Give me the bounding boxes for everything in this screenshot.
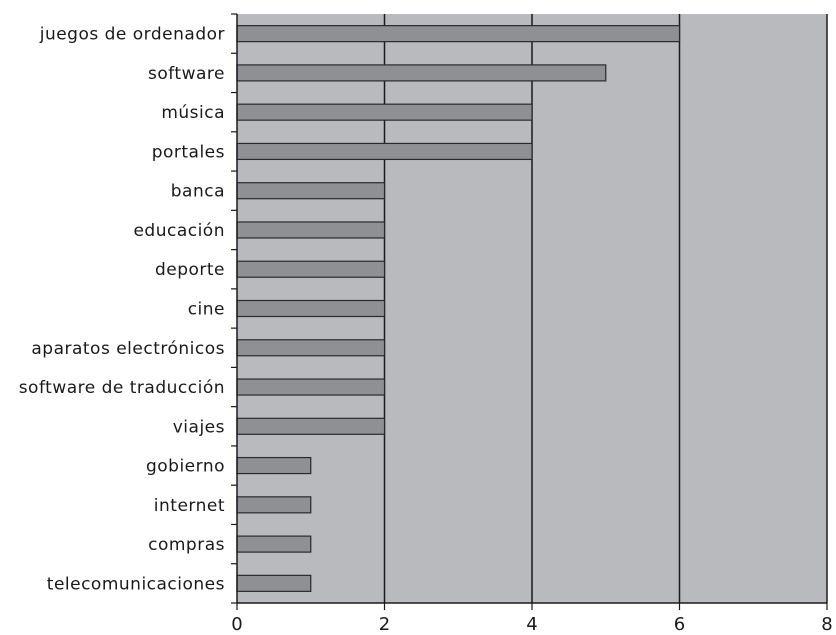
bar-13	[236, 496, 312, 514]
category-label: gobierno	[146, 457, 225, 477]
bar-15	[236, 574, 312, 592]
category-label: aparatos electrónicos	[31, 339, 225, 359]
bar-8	[236, 299, 386, 318]
bar-4	[236, 142, 533, 161]
x-tick-label: 0	[231, 614, 242, 635]
x-tick-label: 2	[379, 614, 390, 635]
bar-11	[236, 417, 386, 435]
bar-12	[236, 456, 312, 475]
category-label: portales	[152, 142, 225, 162]
bar-2	[236, 64, 607, 82]
category-label: internet	[154, 496, 225, 516]
category-label: música	[161, 103, 225, 123]
category-label: telecomunicaciones	[47, 574, 225, 594]
bar-5	[236, 182, 386, 200]
bar-3	[236, 103, 533, 121]
category-label: software de traducción	[19, 378, 225, 398]
x-tick-label: 8	[821, 614, 832, 635]
x-tick-label: 6	[674, 614, 685, 635]
bar-9	[236, 339, 386, 357]
category-label: cine	[188, 300, 225, 320]
category-label: juegos de ordenador	[39, 25, 225, 45]
bar-7	[236, 260, 386, 278]
x-axis-ticks: 0 2 4 6 8	[231, 603, 833, 635]
x-tick-label: 4	[526, 614, 537, 635]
category-label: viajes	[173, 417, 225, 437]
bars	[236, 25, 681, 592]
category-label: banca	[171, 182, 225, 202]
bar-14	[236, 535, 312, 553]
category-label: software	[148, 64, 225, 84]
bar-1	[236, 25, 681, 43]
category-label: compras	[148, 535, 225, 555]
bar-10	[236, 378, 386, 396]
category-labels: juegos de ordenador software música portale…	[19, 25, 225, 595]
category-label: deporte	[155, 260, 225, 280]
category-label: educación	[133, 221, 225, 241]
bar-6	[236, 221, 386, 239]
y-axis-ticks	[231, 13, 237, 604]
